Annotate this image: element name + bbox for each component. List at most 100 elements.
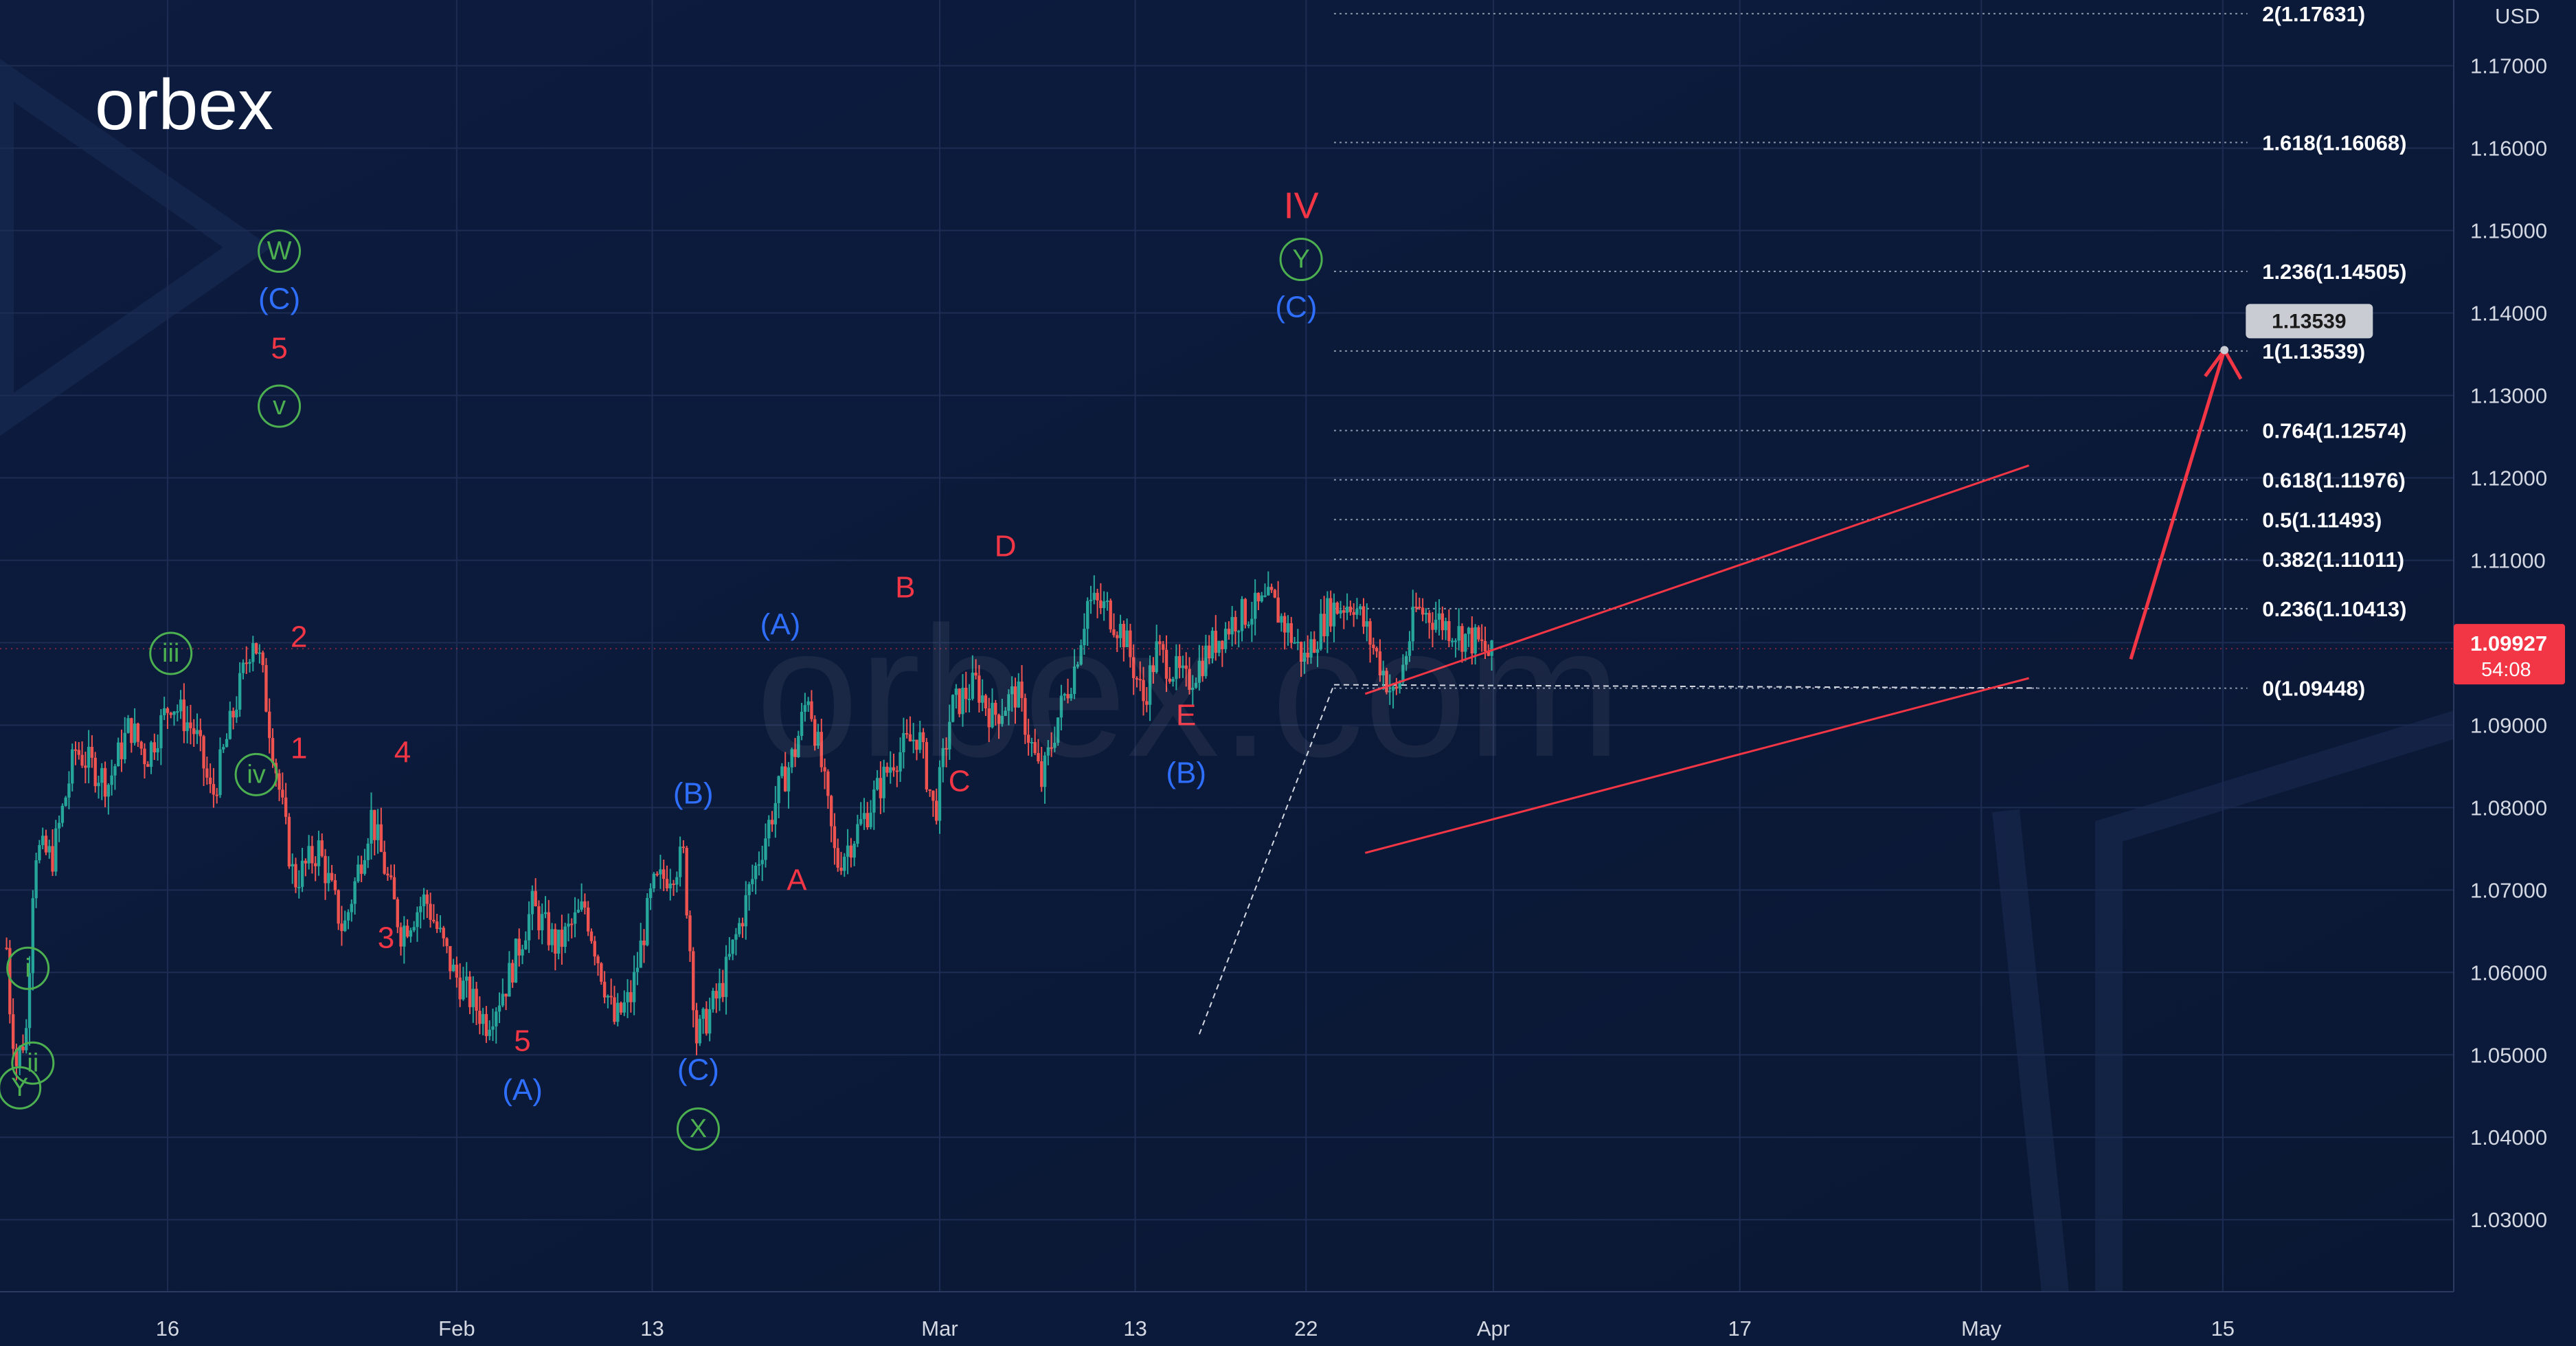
candle-body xyxy=(797,735,800,757)
candle-body xyxy=(1263,595,1267,597)
candle-body xyxy=(1237,631,1241,633)
time-axis-panel xyxy=(0,1292,2454,1346)
candle-body xyxy=(747,884,751,895)
channel-line xyxy=(1364,464,2030,695)
candle-body xyxy=(1302,652,1307,662)
candle-body xyxy=(1437,613,1441,620)
candle-body xyxy=(1007,694,1010,711)
candle-body xyxy=(833,826,837,849)
candle-body xyxy=(429,904,432,920)
candle-body xyxy=(60,805,65,823)
candle-body xyxy=(149,742,153,767)
fib-level-label: 0.618(1.11976) xyxy=(2262,468,2406,492)
candle-body xyxy=(1030,742,1034,744)
candle-body xyxy=(556,930,561,954)
candle-body xyxy=(652,873,656,888)
svg-text:A: A xyxy=(787,863,807,897)
wave-label-4: 4 xyxy=(394,735,411,769)
candle-body xyxy=(668,884,672,888)
candle-body xyxy=(1092,592,1096,600)
candle-body xyxy=(783,766,787,792)
candle-body xyxy=(143,748,146,765)
candle-body xyxy=(465,976,468,981)
candle-body xyxy=(757,864,761,866)
candle-body xyxy=(974,673,978,676)
candle-body xyxy=(859,819,863,825)
candle-body xyxy=(1148,665,1152,705)
candle-body xyxy=(403,926,406,947)
candle-body xyxy=(803,705,807,712)
x-tick-label: 15 xyxy=(2211,1316,2235,1341)
candle-body xyxy=(271,738,275,763)
svg-text:(B): (B) xyxy=(673,776,714,810)
channel-lines: 1.13539 xyxy=(1364,304,2373,854)
candle-body xyxy=(1286,623,1290,633)
candle-body xyxy=(445,938,449,946)
candle-body xyxy=(25,1028,28,1051)
candle-body xyxy=(245,662,248,664)
svg-text:3: 3 xyxy=(378,921,394,954)
candle-body xyxy=(1040,761,1043,787)
wave-label-b: (B) xyxy=(1166,756,1206,789)
candle-body xyxy=(714,991,718,999)
candle-body xyxy=(978,675,981,703)
candle-body xyxy=(64,797,67,806)
candle-body xyxy=(330,873,334,880)
fib-level-label: 0.764(1.12574) xyxy=(2262,419,2406,443)
candle-body xyxy=(554,929,557,954)
candle-body xyxy=(869,812,872,827)
watermark-text: orbex.com xyxy=(756,589,1621,796)
candle-body xyxy=(1326,598,1329,636)
wave-label-v: v xyxy=(258,384,302,428)
candle-body xyxy=(694,1010,699,1044)
candle-body xyxy=(1177,655,1182,669)
candle-body xyxy=(176,711,179,713)
svg-text:E: E xyxy=(1176,698,1196,732)
candle-body xyxy=(8,947,12,1015)
candle-body xyxy=(987,708,991,728)
candle-body xyxy=(254,642,258,654)
svg-text:B: B xyxy=(895,570,915,604)
candle-body xyxy=(1381,671,1385,675)
svg-text:5: 5 xyxy=(271,332,287,366)
candle-body xyxy=(1414,606,1418,608)
candle-body xyxy=(829,796,833,827)
candle-body xyxy=(619,1002,623,1013)
candle-body xyxy=(376,824,380,840)
candle-body xyxy=(77,750,80,755)
candle-body xyxy=(839,867,843,871)
target-point xyxy=(2220,346,2229,355)
y-tick-label: 1.14000 xyxy=(2470,302,2547,326)
candle-body xyxy=(1427,612,1431,623)
wave-label-a: A xyxy=(787,863,807,897)
candle-body xyxy=(1109,601,1112,629)
candle-body xyxy=(820,732,823,767)
wave-label-i: i xyxy=(6,946,50,990)
candle-body xyxy=(1210,630,1214,659)
candle-body xyxy=(491,1026,495,1030)
svg-text:5: 5 xyxy=(514,1024,530,1057)
candle-body xyxy=(655,873,659,875)
candle-body xyxy=(1230,616,1234,635)
candle-body xyxy=(21,1046,25,1051)
candle-body xyxy=(1026,734,1030,743)
projection-line xyxy=(2129,349,2226,660)
candle-body xyxy=(1000,715,1004,724)
wave-label-1: 1 xyxy=(291,731,307,765)
candle-body xyxy=(1024,697,1027,735)
candle-body xyxy=(849,845,853,858)
candle-body xyxy=(727,954,732,957)
candle-body xyxy=(547,912,550,945)
candle-body xyxy=(185,722,189,732)
candle-body xyxy=(921,732,925,743)
candle-body xyxy=(139,741,143,749)
candle-body xyxy=(359,864,363,874)
candle-body xyxy=(951,695,955,722)
x-tick-label: Feb xyxy=(438,1316,475,1341)
candle-body xyxy=(1352,612,1355,615)
candle-body xyxy=(1394,686,1399,689)
y-tick-label: 1.08000 xyxy=(2470,796,2547,820)
